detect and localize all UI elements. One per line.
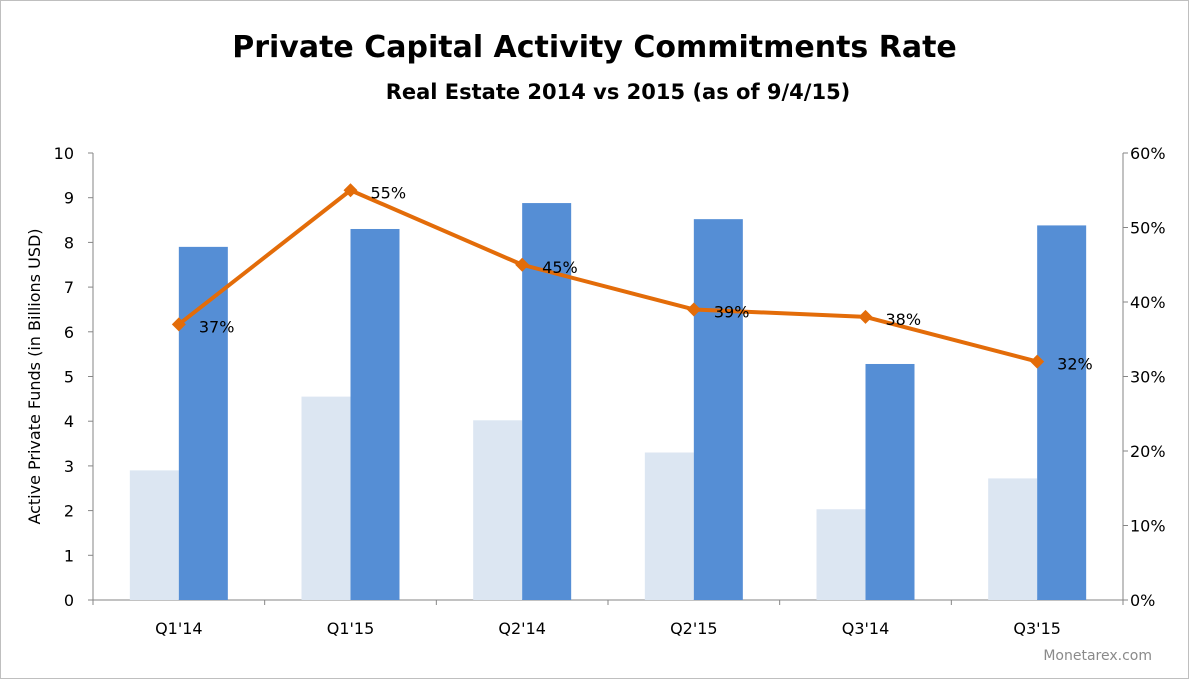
bar — [301, 396, 351, 600]
y-tick-label: 0 — [64, 591, 74, 610]
y2-tick-label: 0% — [1130, 591, 1155, 610]
rate-point — [1030, 354, 1045, 369]
bar — [644, 452, 694, 600]
rate-point — [686, 302, 701, 317]
bar — [350, 228, 400, 601]
y-tick-label: 10 — [54, 144, 74, 163]
x-category-label: Q2'15 — [670, 619, 718, 638]
bar — [865, 363, 915, 600]
bar — [178, 246, 228, 600]
bar — [693, 219, 743, 600]
rate-data-label: 37% — [199, 317, 235, 336]
y-tick-label: 1 — [64, 546, 74, 565]
bar — [816, 509, 866, 600]
y-tick-label: 7 — [64, 278, 74, 297]
bar — [473, 420, 523, 600]
x-category-label: Q2'14 — [498, 619, 546, 638]
y2-tick-label: 20% — [1130, 442, 1166, 461]
y2-tick-label: 50% — [1130, 219, 1166, 238]
y2-tick-label: 30% — [1130, 368, 1166, 387]
rate-data-label: 39% — [714, 302, 750, 321]
rate-data-label: 32% — [1057, 355, 1093, 374]
y-tick-label: 4 — [64, 412, 74, 431]
watermark: Monetarex.com — [1043, 648, 1152, 664]
chart-title: Private Capital Activity Commitments Rat… — [232, 30, 957, 65]
y-tick-label: 8 — [64, 233, 74, 252]
x-category-label: Q1'15 — [327, 619, 375, 638]
rate-point — [171, 317, 186, 332]
y-tick-label: 5 — [64, 368, 74, 387]
y-tick-label: 6 — [64, 323, 74, 342]
x-category-label: Q3'14 — [842, 619, 890, 638]
y-tick-label: 9 — [64, 189, 74, 208]
rate-point — [858, 309, 873, 324]
x-category-label: Q1'14 — [155, 619, 203, 638]
rate-data-label: 55% — [371, 183, 407, 202]
y2-tick-label: 40% — [1130, 293, 1166, 312]
rate-data-label: 38% — [886, 310, 922, 329]
rate-point — [343, 183, 358, 198]
y-tick-label: 2 — [64, 502, 74, 521]
chart-subtitle: Real Estate 2014 vs 2015 (as of 9/4/15) — [385, 80, 851, 104]
bar — [129, 470, 179, 600]
rate-point — [515, 257, 530, 272]
y-tick-label: 3 — [64, 457, 74, 476]
bar — [1037, 225, 1087, 600]
y-axis-label: Active Private Funds (in Billions USD) — [25, 228, 44, 524]
x-category-label: Q3'15 — [1013, 619, 1061, 638]
bar — [988, 478, 1038, 600]
y2-tick-label: 60% — [1130, 144, 1166, 163]
rate-line — [177, 188, 1038, 364]
y2-tick-label: 10% — [1130, 517, 1166, 536]
rate-data-label: 45% — [542, 258, 578, 277]
